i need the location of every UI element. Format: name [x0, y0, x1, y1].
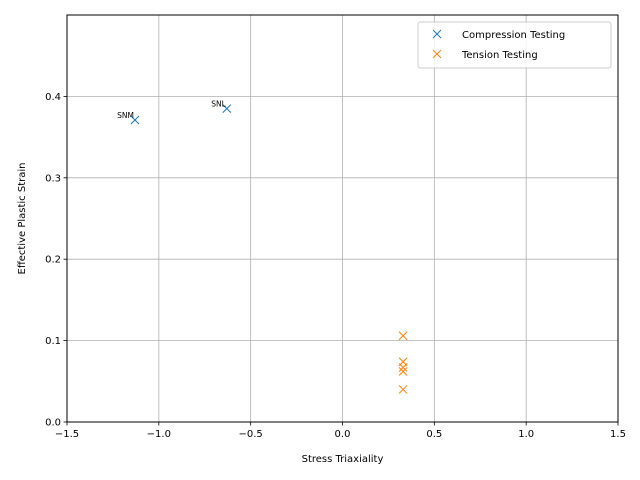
- y-tick-label: 0.3: [45, 173, 61, 184]
- legend-marker: [432, 29, 442, 39]
- x-tick-label: −1.5: [55, 429, 79, 440]
- point-annotations: SNM SNL: [117, 100, 226, 120]
- point-annotation-label: SNM: [117, 111, 134, 120]
- point-annotation-label: SNL: [211, 100, 226, 109]
- x-tick-label: 1.0: [518, 429, 534, 440]
- legend-marker: [432, 49, 442, 59]
- x-tick-label: −1.0: [147, 429, 171, 440]
- legend-box: [417, 21, 612, 69]
- data-points: [130, 104, 408, 394]
- legend: Compression Testing Tension Testing: [417, 21, 612, 69]
- data-point-tension-testing: [398, 363, 408, 372]
- data-point-tension-testing: [398, 331, 408, 341]
- y-tick-label: 0.2: [45, 255, 61, 266]
- axis-ticks: −1.5 −1.0 −0.5 0.0 0.5 1.0 1.5 0.0 0.1 0.2 0.3 0.4: [45, 92, 626, 440]
- x-tick-label: 1.5: [610, 429, 626, 440]
- y-axis-label: Effective Plastic Strain: [17, 163, 28, 275]
- legend-label: Tension Testing: [461, 50, 538, 61]
- data-point-tension-testing: [398, 367, 408, 376]
- data-point-tension-testing: [398, 385, 408, 394]
- data-point-compression-testing: [222, 104, 232, 113]
- y-tick-label: 0.1: [45, 336, 61, 347]
- legend-label: Compression Testing: [462, 30, 565, 41]
- x-tick-label: 0.0: [335, 429, 351, 440]
- data-point-compression-testing: [130, 115, 140, 125]
- x-axis-label: Stress Triaxiality: [302, 454, 384, 465]
- x-tick-label: −0.5: [239, 429, 263, 440]
- y-tick-label: 0.0: [45, 418, 61, 429]
- y-tick-label: 0.4: [45, 92, 61, 103]
- x-tick-label: 0.5: [426, 429, 442, 440]
